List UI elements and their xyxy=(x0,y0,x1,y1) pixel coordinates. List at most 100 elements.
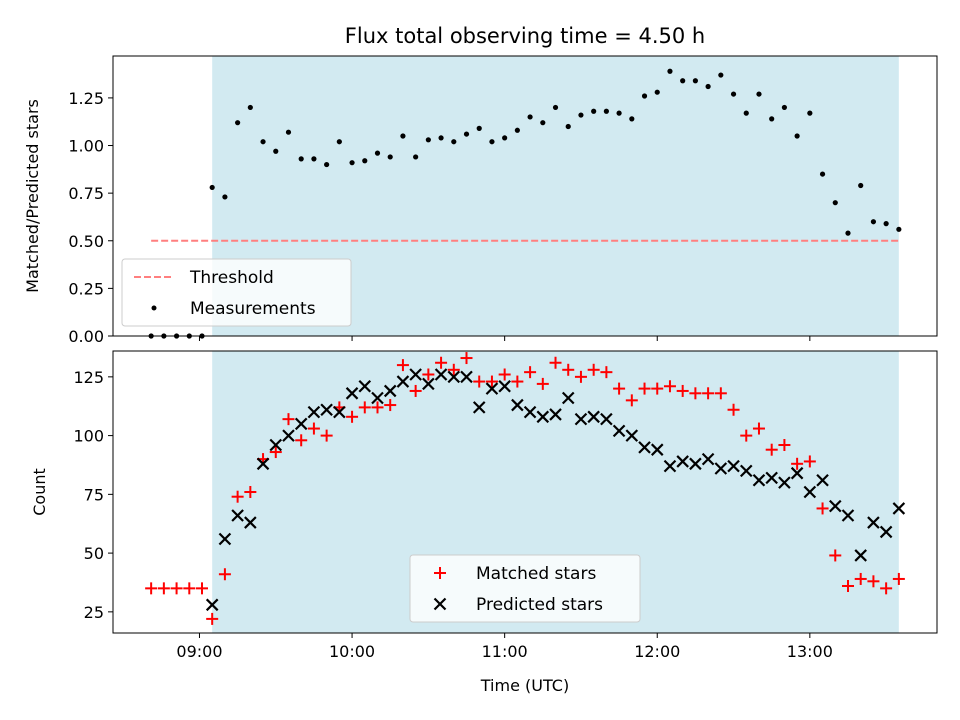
legend-matched-label: Matched stars xyxy=(476,564,596,584)
measurement-point xyxy=(667,68,673,74)
predicted-star-point xyxy=(345,387,359,400)
predicted-star-point xyxy=(892,502,906,515)
matched-star-point xyxy=(218,568,231,581)
bottom-legend-box xyxy=(409,554,641,623)
measurement-point xyxy=(209,184,215,191)
legend-matched-swatch xyxy=(434,567,446,579)
measurement-point xyxy=(514,127,520,133)
measurement-points xyxy=(148,68,902,339)
matched-star-point xyxy=(702,387,715,400)
measurement-point xyxy=(400,133,406,139)
predicted-star-point xyxy=(714,462,728,475)
measurement-point xyxy=(705,83,711,90)
measurement-point xyxy=(489,139,495,145)
measurement-point xyxy=(756,91,762,97)
matched-star-point xyxy=(841,580,854,592)
measurement-point xyxy=(362,158,368,164)
legend-threshold-label: Threshold xyxy=(189,268,274,288)
matched-star-point xyxy=(384,399,397,412)
x-tick-label: 13:00 xyxy=(787,642,833,661)
measurement-point xyxy=(692,78,698,84)
measurement-point xyxy=(425,137,431,143)
predicted-star-point xyxy=(205,598,219,612)
bottom-y-axis-label: Count xyxy=(30,468,49,516)
y-tick-label: 100 xyxy=(73,427,104,446)
measurement-point xyxy=(463,131,470,137)
predicted-star-point xyxy=(498,379,511,393)
predicted-star-point xyxy=(307,405,321,419)
matched-star-point xyxy=(511,375,524,388)
predicted-star-point xyxy=(701,452,715,466)
y-tick-label: 0.50 xyxy=(68,232,104,251)
y-tick-label: 0.25 xyxy=(68,279,104,298)
matched-star-point xyxy=(752,422,765,435)
matched-star-point xyxy=(473,375,486,388)
matched-star-point xyxy=(803,455,816,468)
matched-star-point xyxy=(231,490,244,503)
matched-star-point xyxy=(396,359,409,372)
matched-star-point xyxy=(663,380,676,393)
y-tick-label: 1.25 xyxy=(68,89,104,108)
predicted-star-point xyxy=(689,457,702,471)
y-tick-label: 25 xyxy=(84,603,104,622)
matched-star-point xyxy=(536,377,549,390)
predicted-star-point xyxy=(561,391,575,405)
matched-star-point xyxy=(206,612,219,625)
matched-star-point xyxy=(727,403,740,416)
top-legend-box xyxy=(121,258,352,327)
predicted-star-point xyxy=(294,417,308,431)
matched-star-point xyxy=(816,502,829,515)
measurement-point xyxy=(807,110,813,116)
predicted-star-point xyxy=(358,379,372,393)
measurement-point xyxy=(858,182,864,189)
matched-star-point xyxy=(676,384,689,397)
predicted-star-point xyxy=(587,410,600,424)
matched-star-point xyxy=(854,572,867,585)
predicted-star-point xyxy=(511,398,524,412)
matched-star-point xyxy=(829,549,842,562)
predicted-star-point xyxy=(854,549,867,562)
measurement-point xyxy=(641,93,648,99)
x-tick-label: 09:00 xyxy=(176,642,222,661)
bottom-panel: 25 50 75 100 125 09:00 10:00 11:00 12:00 13:00 C… xyxy=(30,350,938,695)
measurement-point xyxy=(794,133,800,139)
predicted-star-point xyxy=(739,464,753,478)
predicted-star-point xyxy=(269,438,283,452)
matched-star-point xyxy=(358,401,371,414)
predicted-star-point xyxy=(218,532,232,546)
bottom-legend: Matched stars Predicted stars xyxy=(409,554,641,623)
matched-star-point xyxy=(498,368,511,381)
predicted-star-point xyxy=(727,459,740,473)
measurement-point xyxy=(565,123,571,130)
matched-star-point xyxy=(295,434,308,447)
bottom-x-axis-label: Time (UTC) xyxy=(480,676,569,695)
matched-star-point xyxy=(196,582,209,595)
measurement-point xyxy=(896,226,902,232)
predicted-star-point xyxy=(320,403,333,417)
predicted-star-point xyxy=(625,429,639,442)
measurement-point xyxy=(743,110,749,116)
matched-star-point xyxy=(244,486,257,498)
predicted-star-point xyxy=(612,424,626,438)
top-panel: 0.00 0.25 0.50 0.75 1.00 1.25 Matched/Predict… xyxy=(23,55,938,346)
measurement-point xyxy=(845,230,851,236)
y-tick-label: 0.00 xyxy=(68,327,104,346)
bottom-y-ticks: 25 50 75 100 125 xyxy=(73,368,113,622)
measurement-point xyxy=(349,160,355,166)
matched-star-point xyxy=(892,572,905,585)
matched-star-point xyxy=(740,429,753,442)
measurement-point xyxy=(222,194,228,200)
matched-star-point xyxy=(562,363,575,376)
y-tick-label: 75 xyxy=(84,485,104,504)
matched-star-point xyxy=(269,446,282,459)
matched-star-point xyxy=(613,382,626,395)
chart-title: Flux total observing time = 4.50 h xyxy=(345,24,705,48)
predicted-star-point xyxy=(460,370,473,384)
predicted-star-point xyxy=(650,443,664,456)
y-tick-label: 1.00 xyxy=(68,137,104,156)
legend-measurement-swatch xyxy=(151,305,157,311)
x-tick-label: 11:00 xyxy=(482,642,528,661)
matched-star-point xyxy=(714,387,727,400)
predicted-star-point xyxy=(752,473,766,487)
